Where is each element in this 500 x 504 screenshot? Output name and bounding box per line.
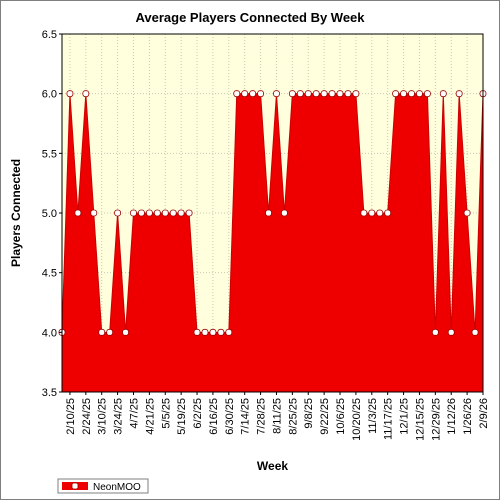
data-point xyxy=(471,328,479,336)
data-point xyxy=(455,90,463,98)
legend-marker-neonmoo xyxy=(71,482,79,490)
data-point xyxy=(82,90,90,98)
data-point xyxy=(106,328,114,336)
x-tick-label: 6/30/25 xyxy=(224,398,236,435)
x-tick-label: 10/6/25 xyxy=(335,398,347,435)
data-markers xyxy=(58,90,487,336)
x-tick-label: 9/8/25 xyxy=(303,398,315,429)
data-point xyxy=(201,328,209,336)
data-point xyxy=(392,90,400,98)
y-axis-ticks: 3.5 4.0 4.5 5.0 5.5 6.0 6.5 xyxy=(42,29,62,399)
x-tick-label: 11/17/25 xyxy=(383,398,395,440)
x-tick-label: 5/5/25 xyxy=(160,398,172,429)
data-point xyxy=(138,209,145,217)
data-point xyxy=(177,209,185,217)
x-tick-label: 11/3/25 xyxy=(367,398,379,434)
x-tick-label: 4/21/25 xyxy=(144,398,156,435)
data-point xyxy=(74,209,82,217)
data-point xyxy=(352,90,360,98)
data-point xyxy=(431,328,439,336)
data-point xyxy=(233,90,241,98)
data-point xyxy=(344,90,352,98)
series-area-neonmoo xyxy=(62,93,483,393)
data-point xyxy=(185,209,193,217)
x-tick-label: 2/24/25 xyxy=(81,398,93,435)
data-point xyxy=(320,90,328,98)
data-point xyxy=(447,328,455,336)
data-point xyxy=(169,209,177,217)
x-tick-label: 1/12/26 xyxy=(446,398,458,435)
data-point xyxy=(249,90,257,98)
data-point xyxy=(257,90,264,98)
data-point xyxy=(225,328,233,336)
data-point xyxy=(336,90,344,98)
data-point xyxy=(193,328,201,336)
data-point xyxy=(384,209,392,217)
data-point xyxy=(161,209,169,217)
data-point xyxy=(209,328,217,336)
x-tick-label: 2/10/25 xyxy=(65,398,77,435)
data-point xyxy=(66,90,74,98)
data-point xyxy=(273,90,280,98)
y-tick-label: 6.0 xyxy=(42,89,57,101)
data-point xyxy=(145,209,153,217)
x-tick-label: 12/29/25 xyxy=(430,398,442,441)
data-point xyxy=(416,90,423,98)
data-point xyxy=(296,90,304,98)
data-point xyxy=(241,90,249,98)
data-point xyxy=(439,90,447,98)
data-point xyxy=(328,90,336,98)
x-tick-label: 9/22/25 xyxy=(319,398,331,435)
data-point xyxy=(265,209,272,217)
y-tick-label: 3.5 xyxy=(42,387,57,399)
x-tick-label: 4/7/25 xyxy=(128,398,140,429)
data-point xyxy=(400,90,407,98)
x-tick-label: 6/2/25 xyxy=(192,398,204,429)
data-point xyxy=(408,90,415,98)
y-axis-label: Players Connected xyxy=(9,159,23,267)
data-point xyxy=(360,209,368,217)
data-point xyxy=(304,90,312,98)
y-tick-label: 6.5 xyxy=(42,29,57,41)
x-tick-label: 12/1/25 xyxy=(399,398,411,435)
x-tick-label: 7/14/25 xyxy=(240,398,252,435)
x-tick-label: 2/9/26 xyxy=(478,398,490,429)
x-tick-label: 12/15/25 xyxy=(414,398,426,441)
chart-title: Average Players Connected By Week xyxy=(135,10,365,25)
x-tick-label: 5/19/25 xyxy=(176,398,188,435)
data-point xyxy=(463,209,471,217)
data-point xyxy=(281,209,288,217)
y-tick-label: 4.5 xyxy=(42,268,57,280)
x-tick-label: 6/16/25 xyxy=(208,398,220,435)
data-point xyxy=(122,328,129,336)
data-point xyxy=(114,209,122,217)
x-tick-label: 10/20/25 xyxy=(351,398,363,441)
data-point xyxy=(153,209,161,217)
x-tick-label: 8/25/25 xyxy=(287,398,299,435)
data-point xyxy=(368,209,376,217)
x-axis-ticks: 2/10/25 2/24/25 3/10/25 3/24/25 4/7/25 4/21/2… xyxy=(65,392,490,441)
legend-label-neonmoo: NeonMOO xyxy=(93,482,141,493)
legend: NeonMOO xyxy=(57,478,149,494)
y-tick-label: 5.5 xyxy=(42,148,57,160)
x-tick-label: 3/10/25 xyxy=(97,398,109,435)
y-tick-label: 5.0 xyxy=(42,208,57,220)
data-point xyxy=(217,328,225,336)
data-point xyxy=(376,209,384,217)
data-point xyxy=(98,328,106,336)
x-tick-label: 8/11/25 xyxy=(271,398,283,434)
data-point xyxy=(423,90,431,98)
x-tick-label: 7/28/25 xyxy=(256,398,268,435)
data-point xyxy=(90,209,98,217)
data-point xyxy=(312,90,320,98)
x-tick-label: 1/26/26 xyxy=(462,398,474,435)
data-point xyxy=(288,90,296,98)
x-tick-label: 3/24/25 xyxy=(113,398,125,435)
data-point xyxy=(130,209,137,217)
x-axis-label: Week xyxy=(257,459,288,473)
y-tick-label: 4.0 xyxy=(42,327,57,339)
